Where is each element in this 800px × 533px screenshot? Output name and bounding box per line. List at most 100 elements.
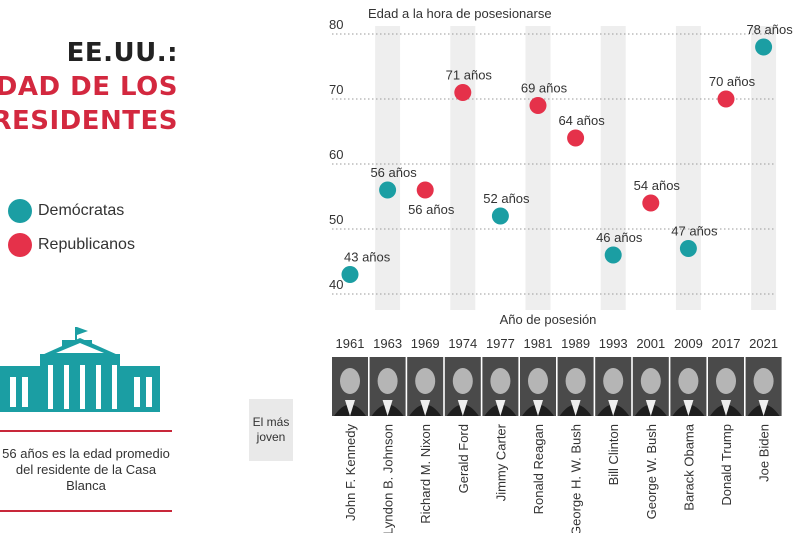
y-tick-labels: 40 50 60 70 80 <box>329 17 343 292</box>
x-tick-label: 1963 <box>373 336 402 351</box>
data-point <box>642 194 660 212</box>
note-rule-top <box>0 430 172 432</box>
note-rule-bottom <box>0 510 172 512</box>
y-tick-label: 50 <box>329 212 343 227</box>
president-name: Lyndon B. Johnson <box>381 424 396 533</box>
data-label: 71 años <box>446 68 493 83</box>
data-point <box>491 207 509 225</box>
legend-dot-republicans <box>8 233 32 257</box>
president-name: Bill Clinton <box>606 424 621 485</box>
x-tick-label: 2017 <box>712 336 741 351</box>
data-point <box>679 240 697 257</box>
x-tick-label: 1961 <box>336 336 365 351</box>
photo-face <box>565 368 586 394</box>
president-name: Richard M. Nixon <box>418 424 433 524</box>
legend-item-republicans: Republicanos <box>8 228 135 262</box>
data-label: 64 años <box>558 113 605 128</box>
photo-face <box>490 368 511 394</box>
data-label: 78 años <box>746 22 793 37</box>
photo-shirt <box>758 400 769 416</box>
photo-face <box>603 368 624 394</box>
data-point <box>416 181 434 199</box>
x-tick-labels: 1961 1963 1969 1974 1977 1981 1989 1993 2001 2009… <box>336 336 779 351</box>
photo-face <box>753 368 774 394</box>
y-tick-label: 80 <box>329 17 343 32</box>
data-label: 69 años <box>521 81 568 96</box>
president-name: John F. Kennedy <box>343 424 358 521</box>
legend-label-democrats: Demócratas <box>38 202 125 219</box>
data-points <box>341 38 773 283</box>
data-label: 46 años <box>596 230 643 245</box>
data-label: 56 años <box>370 165 417 180</box>
president-name: Gerald Ford <box>456 424 471 493</box>
photo-shirt <box>533 400 543 416</box>
president-name: Donald Trump <box>719 424 734 506</box>
data-labels: 43 años 56 años 56 años 71 años 52 años 69 añ… <box>344 22 793 265</box>
photo-shirt <box>382 400 393 416</box>
president-name: Jimmy Carter <box>493 423 508 501</box>
president-name: George W. Bush <box>644 424 659 519</box>
data-label: 43 años <box>344 250 391 265</box>
youngest-callout: El más joven <box>249 399 293 461</box>
y-tick-label: 60 <box>329 147 343 162</box>
column-band <box>375 26 401 310</box>
page-title: EE.UU.: EDAD DE LOS PRESIDENTES <box>0 36 178 138</box>
data-label: 47 años <box>671 224 718 239</box>
photo-face <box>452 368 473 394</box>
column-band <box>600 26 626 310</box>
data-label: 54 años <box>634 178 681 193</box>
data-point <box>529 97 547 114</box>
column-band <box>525 26 551 310</box>
photo-shirt <box>345 400 355 416</box>
x-tick-label: 2021 <box>749 336 778 351</box>
legend-dot-democrats <box>8 199 32 223</box>
data-point <box>341 266 359 283</box>
y-tick-label: 70 <box>329 82 343 97</box>
title-line-1: EE.UU.: <box>66 38 178 68</box>
photo-shirt <box>645 400 656 416</box>
photo-face <box>377 368 398 394</box>
photo-shirt <box>457 400 468 416</box>
column-band <box>751 26 777 310</box>
legend: Demócratas Republicanos <box>8 194 135 262</box>
data-point <box>379 181 397 199</box>
photo-shirt <box>608 400 619 416</box>
president-name: Joe Biden <box>757 424 772 482</box>
legend-label-republicans: Republicanos <box>38 236 135 253</box>
data-label: 56 años <box>408 202 455 217</box>
data-label: 70 años <box>709 74 756 89</box>
photo-shirt <box>570 400 581 416</box>
average-age-note: 56 años es la edad promedio del resident… <box>2 446 170 493</box>
y-axis-label: Edad a la hora de posesionarse <box>368 6 552 21</box>
title-line-3: PRESIDENTES <box>0 106 178 136</box>
x-axis-label: Año de posesión <box>500 312 597 327</box>
data-label: 52 años <box>483 191 530 206</box>
data-point <box>717 90 735 108</box>
photo-shirt <box>495 400 506 416</box>
x-tick-label: 1977 <box>486 336 515 351</box>
president-names: John F. Kennedy Lyndon B. Johnson Richard … <box>343 423 772 533</box>
data-point <box>567 129 585 147</box>
photo-shirt <box>420 400 431 416</box>
title-line-2: EDAD DE LOS <box>0 72 178 102</box>
president-photos <box>332 357 782 416</box>
photo-face <box>528 368 548 394</box>
president-name: Ronald Reagan <box>531 424 546 514</box>
photo-shirt <box>683 400 694 416</box>
x-tick-label: 1981 <box>524 336 553 351</box>
white-house-icon <box>0 327 160 412</box>
photo-shirt <box>721 400 731 416</box>
x-tick-label: 1993 <box>599 336 628 351</box>
photo-face <box>716 368 736 394</box>
column-band <box>675 26 701 310</box>
x-tick-label: 2009 <box>674 336 703 351</box>
x-tick-label: 1969 <box>411 336 440 351</box>
x-tick-label: 2001 <box>636 336 665 351</box>
president-name: George H. W. Bush <box>569 424 584 533</box>
data-point <box>604 246 622 264</box>
photo-face <box>678 368 699 394</box>
x-tick-label: 1989 <box>561 336 590 351</box>
data-point <box>755 38 773 56</box>
y-tick-label: 40 <box>329 277 343 292</box>
